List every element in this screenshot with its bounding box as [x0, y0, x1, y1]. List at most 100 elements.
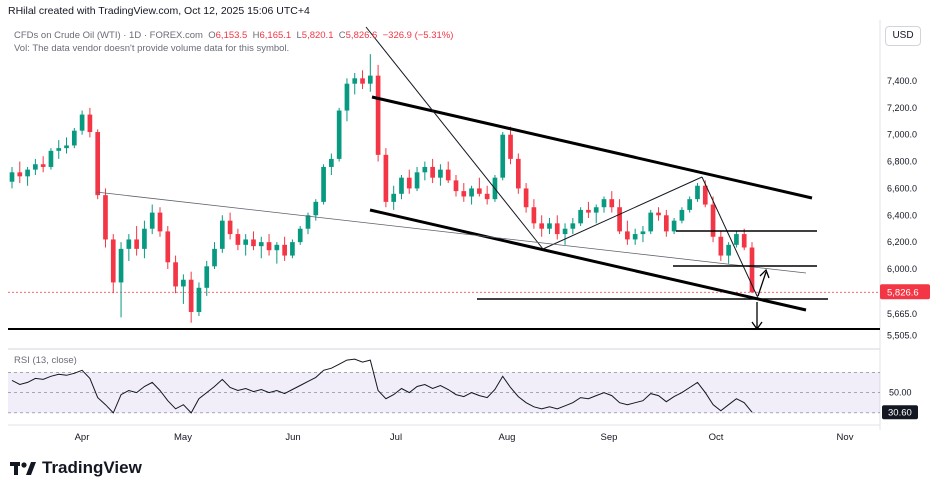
rsi-series-line [11, 358, 753, 414]
y-tick-label: 7,400.0 [887, 76, 917, 86]
candle-body [570, 223, 576, 229]
tradingview-logo[interactable]: TradingView [10, 458, 142, 478]
candle-body [251, 239, 256, 247]
symbol-name[interactable]: CFDs on Crude Oil (WTI) · 1D · FOREX.com [14, 30, 203, 41]
low-label: L [296, 30, 302, 41]
high-label: H [252, 30, 260, 41]
candle-body [687, 199, 693, 210]
candle-body [282, 244, 287, 256]
candle-body [142, 228, 147, 249]
close-label: C [338, 30, 346, 41]
rising-thin-line[interactable] [542, 176, 703, 250]
candle-body [617, 207, 622, 232]
candle-body [110, 239, 116, 283]
candle-body [656, 212, 661, 216]
candle-body [523, 188, 529, 208]
candle-body [181, 279, 186, 287]
candle-body [640, 231, 646, 235]
y-tick-label: 6,200.0 [887, 237, 917, 247]
candle-body [165, 231, 171, 263]
candle-body [508, 134, 513, 159]
currency-button[interactable]: USD [885, 26, 921, 46]
tradingview-wordmark: TradingView [42, 458, 142, 477]
candle-body [258, 242, 264, 247]
candle-body [375, 75, 381, 155]
candle-body [383, 154, 389, 202]
x-tick-label: Nov [837, 432, 854, 443]
y-tick-label: 5,665.0 [887, 309, 917, 319]
candle-body [321, 166, 326, 202]
candle-body [344, 83, 350, 111]
projection-arrow-up[interactable] [757, 271, 767, 297]
candle-body [726, 244, 731, 256]
y-tick-label: 7,200.0 [887, 103, 917, 113]
candle-body [671, 220, 677, 232]
candle-body [188, 279, 194, 312]
high-value: 6,165.1 [259, 30, 292, 41]
change-value: −326.9 (−5.31%) [382, 30, 454, 41]
candle-body [196, 287, 202, 312]
candle-body [609, 199, 615, 208]
rsi-band-fill [8, 372, 880, 413]
candle-body [9, 172, 15, 182]
rsi-level-label: 50.00 [889, 388, 912, 398]
descending-thin-line-1[interactable] [365, 26, 544, 250]
candle-body [718, 236, 724, 256]
falling-thin-line[interactable] [701, 176, 759, 299]
long-diagonal-line[interactable] [95, 191, 807, 274]
channel-lower-line[interactable] [369, 208, 807, 312]
x-tick-label: Apr [75, 432, 90, 443]
candle-body [134, 239, 139, 249]
candle-body [103, 195, 108, 240]
candle-body [734, 234, 739, 245]
low-value: 5,820.1 [301, 30, 334, 41]
projection-arrow-down-head [751, 321, 763, 331]
candle-body [531, 207, 537, 224]
candle-body [17, 172, 23, 177]
candle-body [305, 215, 311, 229]
y-tick-label: 6,600.0 [887, 183, 917, 193]
channel-upper-line[interactable] [371, 95, 813, 200]
volume-note: Vol: The data vendor doesn't provide vol… [14, 43, 290, 54]
candle-body [695, 185, 700, 200]
candle-body [157, 212, 163, 232]
x-tick-label: Sep [601, 432, 618, 443]
candle-body [243, 239, 249, 245]
candle-body [352, 78, 358, 84]
last-price-label: 5,826.6 [887, 288, 919, 299]
candle-body [48, 150, 54, 167]
candle-body [33, 164, 38, 170]
candle-body [515, 158, 521, 189]
y-tick-label: 6,000.0 [887, 264, 917, 274]
candle-body [173, 262, 178, 287]
candle-body [663, 215, 669, 232]
candle-body [453, 180, 459, 192]
y-tick-label: 6,800.0 [887, 157, 917, 167]
candle-body [539, 223, 545, 229]
x-tick-label: Aug [499, 432, 516, 443]
candle-body [126, 239, 132, 249]
drawings [8, 26, 880, 331]
open-value: 6,153.5 [215, 30, 248, 41]
last-price-badge [880, 284, 930, 300]
candle-body [212, 248, 217, 267]
candle-body [438, 169, 443, 178]
rsi-line [11, 358, 753, 414]
x-tick-label: Jul [390, 432, 402, 443]
candle-body [95, 132, 101, 196]
candle-body [406, 177, 412, 189]
candles [9, 54, 755, 323]
rsi-label: RSI (13, close) [14, 355, 77, 366]
candle-body [87, 114, 93, 133]
x-tick-label: May [174, 432, 192, 443]
candle-body [329, 158, 334, 167]
candle-body [430, 166, 435, 178]
candle-body [79, 114, 85, 131]
candle-body [290, 242, 295, 256]
candle-body [336, 110, 342, 159]
candle-body [297, 228, 303, 243]
rsi-value-badge [882, 405, 918, 420]
axes: 7,400.0 7,200.0 7,000.0 6,800.0 6,600.0 6,400… [75, 76, 930, 443]
candle-body [414, 172, 420, 189]
